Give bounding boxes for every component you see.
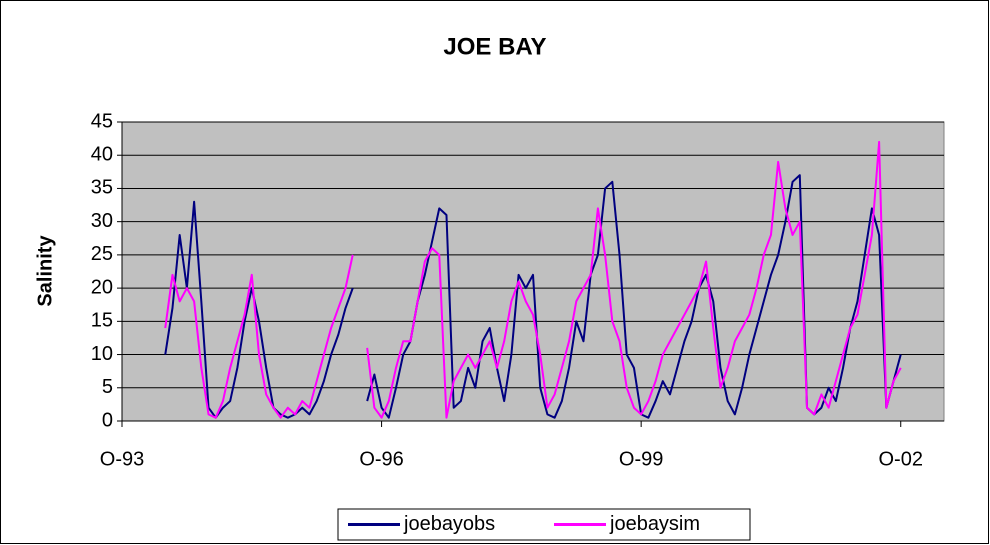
y-tick-label: 30 [91, 210, 113, 232]
y-axis-label: Salinity [34, 235, 56, 307]
plot-area [121, 121, 945, 422]
legend-label: joebayobs [403, 513, 495, 535]
y-tick-label: 15 [91, 310, 113, 332]
y-tick-label: 20 [91, 276, 113, 298]
x-tick-label: O-96 [359, 448, 403, 470]
x-tick-label: O-02 [879, 448, 923, 470]
y-tick-label: 35 [91, 177, 113, 199]
y-tick-label: 5 [102, 376, 113, 398]
legend-box [337, 508, 751, 541]
y-tick-label: 10 [91, 343, 113, 365]
series-line [164, 140, 902, 419]
y-tick-label: 40 [91, 144, 113, 166]
y-tick-label: 25 [91, 243, 113, 265]
y-tick-label: 45 [91, 110, 113, 132]
x-tick-label: O-93 [100, 448, 144, 470]
y-tick-label: 0 [102, 409, 113, 431]
legend-label: joebaysim [609, 513, 700, 535]
chart-title: JOE BAY [443, 33, 546, 60]
x-tick-label: O-99 [619, 448, 663, 470]
